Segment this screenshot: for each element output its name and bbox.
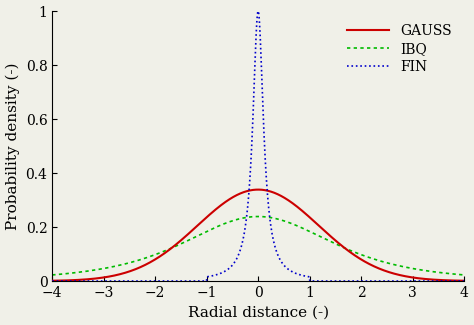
FIN — [222, 269, 228, 273]
FIN — [245, 203, 251, 207]
FIN — [348, 279, 354, 283]
FIN — [226, 267, 231, 271]
GAUSS — [348, 251, 354, 255]
GAUSS — [245, 189, 251, 193]
IBQ — [428, 269, 434, 273]
Line: IBQ: IBQ — [52, 216, 464, 275]
IBQ — [255, 214, 261, 218]
Legend: GAUSS, IBQ, FIN: GAUSS, IBQ, FIN — [342, 18, 457, 79]
IBQ — [245, 215, 251, 219]
GAUSS — [448, 279, 454, 282]
IBQ — [461, 273, 467, 277]
GAUSS — [255, 188, 261, 191]
IBQ — [348, 249, 354, 253]
IBQ — [448, 272, 454, 276]
GAUSS — [222, 200, 228, 204]
FIN — [255, 9, 261, 13]
IBQ — [222, 221, 228, 225]
GAUSS — [461, 279, 467, 283]
FIN — [428, 279, 434, 283]
GAUSS — [428, 278, 434, 281]
Line: FIN: FIN — [52, 11, 464, 281]
GAUSS — [226, 198, 231, 202]
FIN — [461, 279, 467, 283]
IBQ — [226, 220, 231, 224]
FIN — [49, 279, 55, 283]
Line: GAUSS: GAUSS — [52, 189, 464, 281]
FIN — [448, 279, 454, 283]
X-axis label: Radial distance (-): Radial distance (-) — [188, 306, 328, 319]
IBQ — [49, 273, 55, 277]
Y-axis label: Probability density (-): Probability density (-) — [6, 62, 20, 230]
GAUSS — [49, 279, 55, 283]
